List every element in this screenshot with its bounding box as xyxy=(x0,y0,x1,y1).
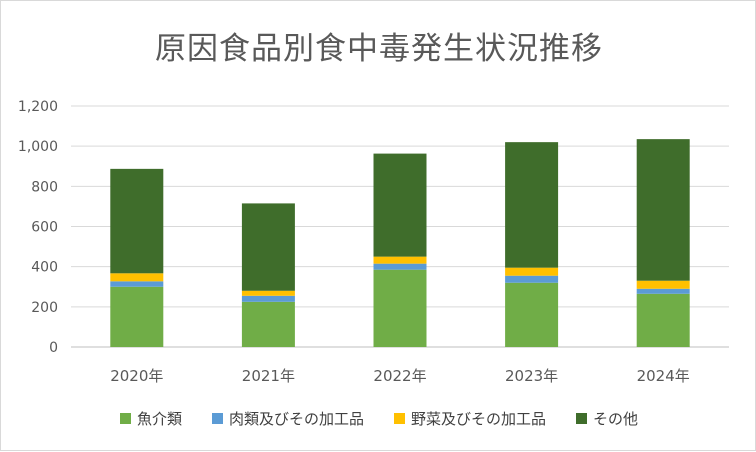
bar-segment xyxy=(241,203,295,291)
chart-title: 原因食品別食中毒発生状況推移 xyxy=(155,31,603,67)
x-tick-label: 2022年 xyxy=(373,367,426,385)
y-tick-label: 1,000 xyxy=(18,139,58,155)
bar-segment xyxy=(636,139,690,281)
bar-segment xyxy=(241,295,295,302)
bar-segment xyxy=(110,286,164,347)
y-tick-label: 0 xyxy=(49,340,58,356)
bar-segment xyxy=(636,280,690,289)
y-tick-label: 1,200 xyxy=(18,99,58,115)
legend-swatch xyxy=(119,413,131,424)
legend-label: 野菜及びその加工品 xyxy=(411,410,547,428)
x-tick-label: 2021年 xyxy=(242,367,295,385)
legend-label: その他 xyxy=(593,410,639,428)
x-tick-label: 2023年 xyxy=(505,367,558,385)
legend-item: 肉類及びその加工品 xyxy=(211,408,364,429)
x-tick-label: 2024年 xyxy=(637,367,690,385)
bar-segment xyxy=(373,256,427,264)
bar-segment xyxy=(505,142,559,268)
legend-swatch xyxy=(394,413,405,424)
bar-segment xyxy=(110,273,164,282)
y-tick-label: 400 xyxy=(31,260,58,276)
legend-swatch xyxy=(211,413,223,424)
bar-segment xyxy=(636,288,690,294)
bar-segment xyxy=(505,267,559,276)
legend-item: 野菜及びその加工品 xyxy=(394,408,546,429)
legend-swatch xyxy=(576,413,588,424)
y-tick-label: 600 xyxy=(31,220,58,236)
bar-segment xyxy=(505,275,559,283)
bar-segment xyxy=(505,282,559,347)
x-tick-label: 2020年 xyxy=(110,367,163,385)
bar-segment xyxy=(373,153,427,257)
y-tick-label: 800 xyxy=(31,179,58,195)
bar-segment xyxy=(241,301,295,347)
bar-segment xyxy=(636,293,690,347)
legend-label: 肉類及びその加工品 xyxy=(228,410,364,428)
bar-segment xyxy=(373,263,427,270)
legend-item: その他 xyxy=(576,408,638,429)
y-tick-label: 200 xyxy=(31,300,58,316)
bar-segment xyxy=(110,281,164,287)
legend-item: 魚介類 xyxy=(119,408,182,429)
legend-label: 魚介類 xyxy=(136,410,182,428)
bar-segment xyxy=(241,290,295,296)
bar-segment xyxy=(373,269,427,347)
bar-segment xyxy=(110,168,164,274)
legend: 魚介類 肉類及びその加工品 野菜及びその加工品 その他 xyxy=(1,408,756,429)
